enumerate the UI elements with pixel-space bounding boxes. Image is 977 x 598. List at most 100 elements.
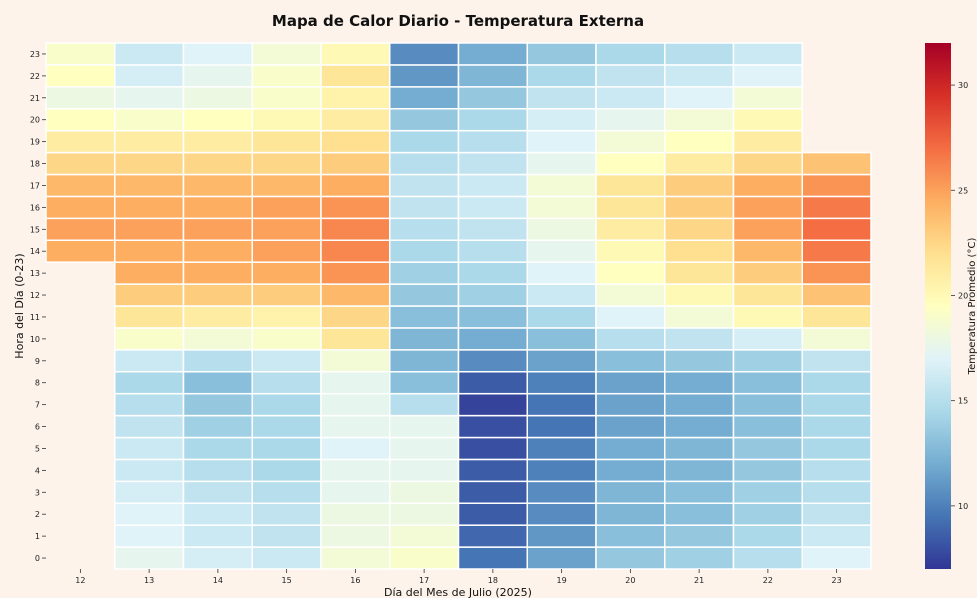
heatmap-cell bbox=[251, 458, 322, 483]
heatmap-cell bbox=[595, 458, 666, 483]
heatmap-cell bbox=[320, 217, 391, 242]
heatmap-cell bbox=[595, 64, 666, 88]
heatmap-cell bbox=[251, 195, 322, 220]
heatmap-cell bbox=[45, 239, 116, 263]
heatmap-cell bbox=[457, 502, 528, 526]
x-tick-label: 17 bbox=[419, 576, 429, 585]
heatmap-cell bbox=[457, 173, 528, 198]
heatmap-cell bbox=[664, 327, 735, 351]
heatmap-cell bbox=[732, 414, 803, 439]
y-tick-label: 10 bbox=[30, 335, 40, 344]
heatmap-cell bbox=[457, 349, 528, 373]
heatmap-cell bbox=[526, 305, 597, 329]
heatmap-cell bbox=[182, 129, 253, 154]
heatmap-cell bbox=[526, 458, 597, 483]
heatmap-cell bbox=[732, 371, 803, 395]
heatmap-cell bbox=[526, 327, 597, 351]
heatmap-cell bbox=[114, 129, 185, 154]
x-tick-label: 23 bbox=[832, 576, 842, 585]
heatmap-cell bbox=[320, 151, 391, 176]
heatmap-cell bbox=[114, 86, 185, 110]
heatmap-cell bbox=[182, 546, 253, 570]
heatmap-cell bbox=[801, 305, 872, 329]
heatmap-cell bbox=[320, 327, 391, 351]
heatmap-cell bbox=[801, 371, 872, 395]
heatmap-cell bbox=[182, 283, 253, 307]
heatmap-cell bbox=[595, 371, 666, 395]
heatmap-cell bbox=[801, 436, 872, 461]
heatmap-cell bbox=[526, 283, 597, 307]
heatmap-cell bbox=[457, 327, 528, 351]
heatmap-cell bbox=[526, 392, 597, 417]
heatmap-cell bbox=[801, 502, 872, 526]
y-tick-label: 19 bbox=[30, 138, 40, 147]
chart-title: Mapa de Calor Diario - Temperatura Exter… bbox=[272, 12, 644, 30]
heatmap-cell bbox=[182, 349, 253, 373]
heatmap-cell bbox=[526, 195, 597, 220]
heatmap-cell bbox=[45, 195, 116, 220]
heatmap-cell bbox=[801, 480, 872, 504]
heatmap-cell bbox=[182, 327, 253, 351]
heatmap-cell bbox=[114, 458, 185, 483]
heatmap-cell bbox=[320, 86, 391, 110]
heatmap-cell bbox=[182, 108, 253, 132]
heatmap-cell bbox=[389, 305, 460, 329]
heatmap-cell bbox=[664, 349, 735, 373]
heatmap-cell bbox=[595, 524, 666, 548]
heatmap-cell bbox=[114, 327, 185, 351]
heatmap-cell bbox=[457, 392, 528, 417]
heatmap-cell bbox=[389, 524, 460, 548]
heatmap-cell bbox=[526, 86, 597, 110]
x-tick-label: 14 bbox=[213, 576, 223, 585]
heatmap-cell bbox=[251, 502, 322, 526]
heatmap-cell bbox=[801, 458, 872, 483]
heatmap-cell bbox=[664, 414, 735, 439]
heatmap-cell bbox=[389, 414, 460, 439]
y-tick-label: 11 bbox=[30, 313, 40, 322]
heatmap-cell bbox=[45, 42, 116, 66]
heatmap-cell bbox=[595, 239, 666, 263]
heatmap-cell bbox=[595, 173, 666, 198]
heatmap-cell bbox=[526, 217, 597, 242]
colorbar-tick-label: 30 bbox=[958, 81, 968, 90]
heatmap-cell bbox=[595, 108, 666, 132]
heatmap-cell bbox=[389, 261, 460, 285]
heatmap-cell bbox=[457, 129, 528, 154]
heatmap-cell bbox=[320, 502, 391, 526]
heatmap-cell bbox=[114, 414, 185, 439]
heatmap-cell bbox=[732, 349, 803, 373]
heatmap-cell bbox=[251, 108, 322, 132]
x-tick-label: 13 bbox=[144, 576, 154, 585]
x-axis-ticks: 12 13 14 15 16 17 18 19 20 21 22 23 bbox=[75, 569, 842, 585]
y-tick-label: 2 bbox=[35, 510, 40, 519]
heatmap-cell bbox=[320, 480, 391, 504]
heatmap-cell bbox=[801, 217, 872, 242]
heatmap-cell bbox=[526, 239, 597, 263]
heatmap-cell bbox=[457, 524, 528, 548]
heatmap-cell bbox=[251, 305, 322, 329]
colorbar bbox=[925, 43, 951, 569]
heatmap-cell bbox=[182, 173, 253, 198]
heatmap-cell bbox=[320, 108, 391, 132]
heatmap-cell bbox=[182, 86, 253, 110]
heatmap-cell bbox=[664, 458, 735, 483]
heatmap-cell bbox=[389, 195, 460, 220]
heatmap-cell bbox=[457, 283, 528, 307]
y-tick-label: 15 bbox=[30, 225, 40, 234]
heatmap-cell bbox=[526, 436, 597, 461]
heatmap-cell bbox=[595, 129, 666, 154]
heatmap-cell bbox=[45, 129, 116, 154]
x-tick-label: 16 bbox=[350, 576, 360, 585]
y-tick-label: 1 bbox=[35, 532, 40, 541]
heatmap-cell bbox=[664, 151, 735, 176]
heatmap-cell bbox=[389, 151, 460, 176]
heatmap-cell bbox=[732, 239, 803, 263]
heatmap-cell bbox=[182, 502, 253, 526]
heatmap-cell bbox=[251, 217, 322, 242]
heatmap-cell bbox=[182, 239, 253, 263]
heatmap-cell bbox=[114, 371, 185, 395]
heatmap-cell bbox=[595, 305, 666, 329]
heatmap-cell bbox=[664, 524, 735, 548]
heatmap-cell bbox=[801, 524, 872, 548]
